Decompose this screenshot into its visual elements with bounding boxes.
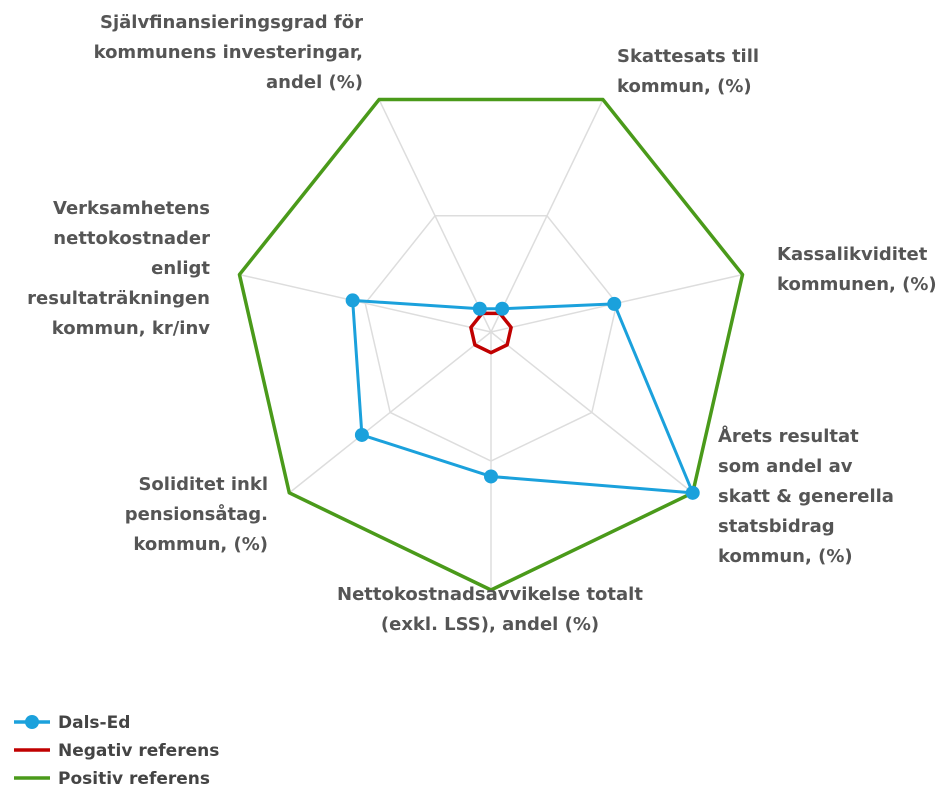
grid-ring: [364, 215, 618, 462]
category-label: Skattesats till kommun, (%): [617, 46, 760, 97]
legend-item: Dals-Ed: [14, 713, 130, 733]
data-point: [345, 293, 360, 308]
data-point: [495, 301, 510, 316]
spoke: [378, 99, 492, 333]
category-label: Självfinansieringsgrad för kommunens inv…: [93, 12, 363, 93]
legend-marker: [25, 715, 39, 729]
legend-label: Negativ referens: [58, 741, 219, 761]
series-line: [351, 298, 695, 495]
spoke: [239, 273, 492, 333]
category-label: Årets resultat som andel av skatt & gene…: [718, 426, 894, 567]
data-point: [484, 469, 498, 484]
data-point: [354, 427, 369, 442]
spoke: [490, 99, 604, 333]
spoke: [288, 331, 492, 494]
spoke: [490, 331, 694, 494]
category-label: Kassalikviditet kommunen, (%): [777, 244, 937, 295]
data-point: [472, 301, 487, 316]
legend-label: Dals-Ed: [58, 713, 130, 733]
data-point: [685, 485, 700, 500]
series-line: [237, 97, 745, 592]
category-label: Verksamhetens nettokostnader enligt resu…: [27, 198, 210, 339]
category-label: Soliditet inkl pensionsåtag. kommun, (%): [124, 474, 268, 555]
data-point: [607, 296, 622, 311]
category-label: Nettokostnadsavvikelse totalt (exkl. LSS…: [337, 584, 643, 635]
legend-item: Positiv referens: [14, 769, 210, 789]
legend-item: Negativ referens: [14, 741, 219, 761]
legend-label: Positiv referens: [58, 769, 210, 789]
